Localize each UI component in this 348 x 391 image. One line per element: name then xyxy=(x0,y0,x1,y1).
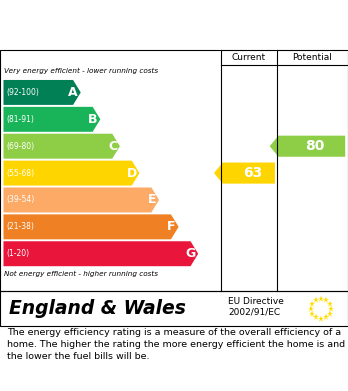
Polygon shape xyxy=(3,107,100,132)
Polygon shape xyxy=(3,161,140,186)
Text: 80: 80 xyxy=(306,139,325,153)
Text: (21-38): (21-38) xyxy=(6,222,34,231)
Text: D: D xyxy=(126,167,137,179)
Text: E: E xyxy=(148,194,156,206)
Text: England & Wales: England & Wales xyxy=(9,300,185,318)
Text: A: A xyxy=(68,86,78,99)
Text: (69-80): (69-80) xyxy=(6,142,34,151)
Text: Current: Current xyxy=(232,53,266,62)
Text: (81-91): (81-91) xyxy=(6,115,34,124)
Text: B: B xyxy=(88,113,97,126)
Text: C: C xyxy=(108,140,117,153)
Text: Very energy efficient - lower running costs: Very energy efficient - lower running co… xyxy=(4,68,158,74)
Polygon shape xyxy=(3,134,120,159)
Text: Not energy efficient - higher running costs: Not energy efficient - higher running co… xyxy=(4,271,158,277)
Polygon shape xyxy=(3,80,81,105)
Polygon shape xyxy=(214,163,275,184)
Text: EU Directive
2002/91/EC: EU Directive 2002/91/EC xyxy=(228,298,284,317)
Polygon shape xyxy=(270,136,345,157)
Text: 63: 63 xyxy=(243,166,262,180)
Text: (39-54): (39-54) xyxy=(6,196,34,204)
Text: The energy efficiency rating is a measure of the overall efficiency of a home. T: The energy efficiency rating is a measur… xyxy=(7,328,345,361)
Text: G: G xyxy=(185,247,196,260)
Text: (92-100): (92-100) xyxy=(6,88,39,97)
Polygon shape xyxy=(3,188,159,212)
Text: F: F xyxy=(167,221,176,233)
Text: (55-68): (55-68) xyxy=(6,169,34,178)
Text: Energy Efficiency Rating: Energy Efficiency Rating xyxy=(10,18,220,32)
Text: Potential: Potential xyxy=(292,53,332,62)
Text: (1-20): (1-20) xyxy=(6,249,29,258)
Polygon shape xyxy=(3,241,198,266)
Polygon shape xyxy=(3,214,179,239)
